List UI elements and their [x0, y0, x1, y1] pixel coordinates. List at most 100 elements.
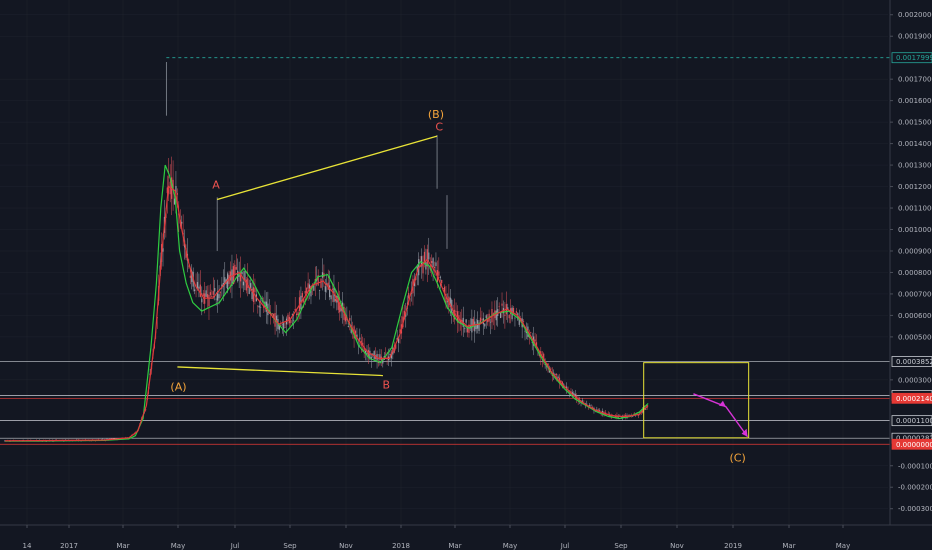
candle-body: [425, 262, 427, 270]
candle-body: [271, 313, 273, 315]
candle-body: [485, 315, 487, 319]
price-tick-label: 0.00160000: [898, 97, 932, 105]
candle-body: [472, 319, 474, 327]
time-tick-label: Jul: [230, 542, 240, 550]
price-tag-box: [891, 438, 932, 450]
candle-body: [239, 271, 242, 282]
candle-body: [313, 284, 315, 291]
candle-body: [484, 323, 486, 327]
candle-body: [185, 248, 187, 258]
candle-body: [443, 286, 446, 293]
candle-body: [224, 277, 226, 285]
candle-body: [449, 297, 451, 305]
candle-body: [535, 342, 538, 347]
candle-body: [590, 405, 592, 407]
time-tick-label: Nov: [339, 542, 353, 550]
candle-body: [175, 186, 177, 194]
candle-body: [514, 317, 516, 319]
candle-body: [227, 273, 229, 290]
candle-body: [247, 278, 249, 288]
highlight-box: [643, 362, 750, 439]
candle-body: [252, 287, 255, 302]
candle-body: [534, 339, 536, 342]
candle-body: [304, 290, 306, 294]
price-tag-box: [891, 415, 932, 427]
candle-body: [359, 337, 361, 340]
candle-body: [206, 294, 209, 298]
time-tick-label: 2019: [724, 542, 742, 550]
candle-body: [422, 263, 424, 274]
candle-body: [145, 409, 147, 411]
candle-body: [637, 414, 640, 416]
candle-body: [372, 353, 374, 355]
candle-body: [645, 408, 647, 410]
candle-body: [301, 293, 303, 298]
candle-body: [229, 271, 232, 281]
candle-body: [561, 381, 563, 386]
candle-body: [441, 279, 443, 284]
candle-body: [558, 377, 561, 383]
arrow-head-icon: [741, 428, 748, 437]
candle-body: [428, 252, 430, 260]
candle-body: [217, 291, 219, 301]
candle-body: [560, 380, 562, 383]
candle-body: [543, 353, 545, 361]
price-tick-label: 0.00200000: [898, 11, 932, 19]
price-tick-label: 0.00100000: [898, 226, 932, 234]
candle-body: [512, 307, 515, 314]
wave-labels: (B)C A (A) B (C): [170, 108, 745, 465]
time-axis[interactable]: 14 2017 Mar May Jul Sep Nov 2018 Mar May Jul Sep Nov…: [0, 524, 932, 550]
candle-body: [446, 301, 449, 303]
candle-body: [466, 326, 469, 333]
candle-body: [455, 311, 457, 312]
wave-label: A: [212, 179, 220, 192]
candle-body: [296, 313, 298, 315]
candle-body: [454, 309, 456, 320]
candle-body: [291, 313, 293, 315]
candle-body: [423, 251, 426, 264]
candle-body: [176, 193, 178, 195]
price-tag-label: 0.00179997: [896, 54, 932, 62]
candle-body: [283, 323, 285, 329]
candle-body: [310, 286, 312, 297]
moving-averages: [4, 164, 649, 442]
candle-body: [339, 302, 341, 313]
candle-body: [366, 352, 368, 355]
candle-body: [329, 285, 331, 298]
candle-body: [438, 271, 440, 276]
candle-body: [281, 323, 283, 325]
candle-body: [389, 354, 391, 355]
candle-body: [573, 392, 575, 397]
time-tick-label: 2017: [60, 542, 78, 550]
price-tick-label: 0.00060000: [898, 312, 932, 320]
candle-body: [420, 256, 423, 267]
time-tick-label: Jul: [560, 542, 570, 550]
time-tick-label: Nov: [670, 542, 684, 550]
candle-body: [189, 275, 191, 278]
candle-body: [306, 287, 308, 294]
candle-body: [586, 403, 588, 405]
candle-body: [599, 410, 601, 411]
price-tick-label: 0.00120000: [898, 183, 932, 191]
candle-body: [556, 374, 558, 376]
candle-body: [205, 290, 207, 297]
price-tick-label: 0.00140000: [898, 140, 932, 148]
candle-body: [333, 287, 335, 302]
trendline: [216, 135, 438, 201]
candle-body: [416, 266, 418, 272]
price-axis[interactable]: 0.00200000 0.00190000 0.00170000 0.00160000…: [889, 0, 932, 550]
candle-body: [188, 265, 190, 267]
candle-body: [518, 316, 520, 325]
candle-body: [238, 274, 240, 277]
price-tick-label: 0.00070000: [898, 290, 932, 298]
candle-body: [501, 303, 503, 306]
candle-body: [354, 330, 357, 334]
price-tick-label: 0.00150000: [898, 119, 932, 127]
candle-body: [426, 249, 428, 267]
time-tick-label: 2018: [392, 542, 410, 550]
price-tag-label: 0.00038523: [896, 358, 932, 366]
candle-body: [589, 404, 591, 406]
